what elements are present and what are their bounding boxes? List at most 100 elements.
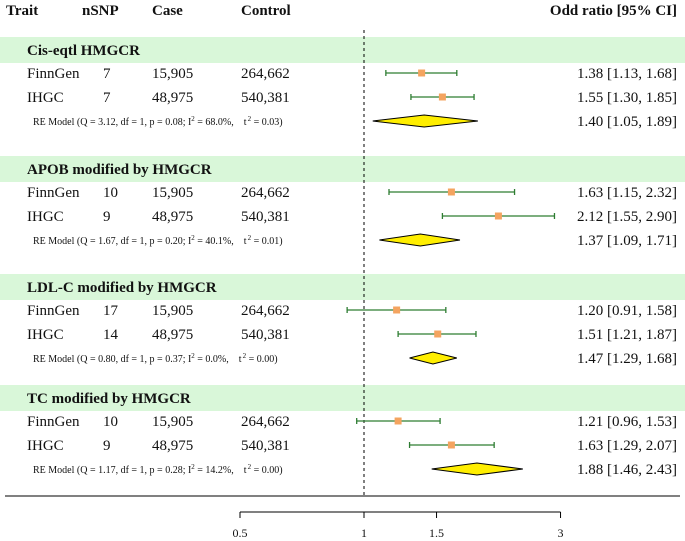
header-odd-ratio: Odd ratio [95% CI] bbox=[550, 3, 677, 19]
row-case: 15,905 bbox=[152, 303, 193, 319]
re-model-diamond bbox=[409, 351, 457, 365]
re-model-tau: = 0.00) bbox=[246, 354, 277, 365]
row-trait: FinnGen bbox=[27, 414, 80, 430]
row-case: 48,975 bbox=[152, 327, 193, 343]
forest-rows: Cis-eqtl HMGCR FinnGen 7 15,905 264,662 1.38 … bbox=[27, 43, 677, 478]
axis-tick-label: 1.5 bbox=[429, 526, 444, 540]
re-model-i2: = 68.0%, bbox=[195, 117, 234, 128]
row-trait: IHGC bbox=[27, 327, 64, 343]
point-estimate bbox=[494, 212, 502, 220]
group-title: LDL-C modified by HMGCR bbox=[27, 280, 217, 296]
re-model-tau: = 0.01) bbox=[251, 236, 282, 247]
row-control: 540,381 bbox=[241, 327, 290, 343]
re-model-sup: 2 bbox=[191, 115, 195, 123]
re-model-tau-symbol: t bbox=[244, 117, 247, 128]
row-nsnp: 9 bbox=[103, 209, 111, 225]
row-case: 48,975 bbox=[152, 90, 193, 106]
group-band bbox=[0, 156, 685, 182]
re-model-text: RE Model (Q = 3.12, df = 1, p = 0.08; I2… bbox=[33, 115, 283, 128]
row-trait: FinnGen bbox=[27, 185, 80, 201]
row-case: 48,975 bbox=[152, 209, 193, 225]
header-control: Control bbox=[241, 3, 291, 19]
row-case: 15,905 bbox=[152, 66, 193, 82]
re-model-or-label: 1.47 [1.29, 1.68] bbox=[577, 351, 677, 367]
row-control: 540,381 bbox=[241, 438, 290, 454]
point-estimate bbox=[447, 188, 455, 196]
point-estimate bbox=[393, 306, 401, 314]
group-band bbox=[0, 385, 685, 411]
re-model-sup: 2 bbox=[191, 234, 195, 242]
row-nsnp: 17 bbox=[103, 303, 119, 319]
column-headers: Trait nSNP Case Control Odd ratio [95% C… bbox=[6, 3, 677, 19]
axis-tick-label: 0.5 bbox=[233, 526, 248, 540]
re-model-diamond bbox=[379, 233, 461, 247]
re-model-tau-symbol: t bbox=[239, 354, 242, 365]
re-model-i2: = 0.0%, bbox=[195, 354, 229, 365]
row-case: 15,905 bbox=[152, 414, 193, 430]
point-estimate bbox=[438, 93, 446, 101]
row-trait: IHGC bbox=[27, 209, 64, 225]
group-title: TC modified by HMGCR bbox=[27, 391, 191, 407]
row-trait: FinnGen bbox=[27, 66, 80, 82]
row-control: 540,381 bbox=[241, 90, 290, 106]
re-model-i2: = 40.1%, bbox=[195, 236, 234, 247]
axis-tick-label: 1 bbox=[361, 526, 367, 540]
axis-tick-label: 3 bbox=[558, 526, 564, 540]
re-model-or-label: 1.37 [1.09, 1.71] bbox=[577, 233, 677, 249]
re-model-diamond bbox=[372, 114, 478, 128]
re-model-diamond bbox=[431, 462, 523, 476]
row-case: 15,905 bbox=[152, 185, 193, 201]
row-nsnp: 14 bbox=[103, 327, 119, 343]
row-or-label: 1.21 [0.96, 1.53] bbox=[577, 414, 677, 430]
re-model-tau: = 0.00) bbox=[251, 465, 282, 476]
header-case: Case bbox=[152, 3, 183, 19]
row-control: 264,662 bbox=[241, 303, 290, 319]
row-trait: FinnGen bbox=[27, 303, 80, 319]
row-control: 264,662 bbox=[241, 66, 290, 82]
row-nsnp: 9 bbox=[103, 438, 111, 454]
row-control: 264,662 bbox=[241, 414, 290, 430]
row-nsnp: 10 bbox=[103, 414, 118, 430]
row-nsnp: 7 bbox=[103, 90, 111, 106]
re-model-tau-sup: 2 bbox=[243, 352, 247, 360]
re-model-sup: 2 bbox=[191, 352, 195, 360]
header-trait: Trait bbox=[6, 3, 38, 19]
row-trait: IHGC bbox=[27, 90, 64, 106]
re-model-or-label: 1.40 [1.05, 1.89] bbox=[577, 114, 677, 130]
row-nsnp: 10 bbox=[103, 185, 118, 201]
row-or-label: 1.38 [1.13, 1.68] bbox=[577, 66, 677, 82]
re-model-tau-sup: 2 bbox=[248, 234, 252, 242]
header-nsnp: nSNP bbox=[82, 3, 119, 19]
row-control: 264,662 bbox=[241, 185, 290, 201]
re-model-prefix: RE Model (Q = 0.80, df = 1, p = 0.37; I bbox=[33, 354, 191, 365]
point-estimate bbox=[418, 69, 426, 77]
row-or-label: 2.12 [1.55, 2.90] bbox=[577, 209, 677, 225]
group-bands bbox=[0, 37, 685, 411]
re-model-tau-symbol: t bbox=[244, 465, 247, 476]
group-title: APOB modified by HMGCR bbox=[27, 162, 212, 178]
group-band bbox=[0, 37, 685, 63]
re-model-tau: = 0.03) bbox=[251, 117, 282, 128]
row-or-label: 1.55 [1.30, 1.85] bbox=[577, 90, 677, 106]
re-model-text: RE Model (Q = 0.80, df = 1, p = 0.37; I2… bbox=[33, 352, 278, 365]
point-estimate bbox=[434, 330, 442, 338]
re-model-text: RE Model (Q = 1.67, df = 1, p = 0.20; I2… bbox=[33, 234, 283, 247]
re-model-i2: = 14.2%, bbox=[195, 465, 234, 476]
re-model-tau-sup: 2 bbox=[248, 463, 252, 471]
re-model-prefix: RE Model (Q = 1.17, df = 1, p = 0.28; I bbox=[33, 465, 191, 476]
re-model-prefix: RE Model (Q = 1.67, df = 1, p = 0.20; I bbox=[33, 236, 191, 247]
row-or-label: 1.51 [1.21, 1.87] bbox=[577, 327, 677, 343]
re-model-tau-symbol: t bbox=[244, 236, 247, 247]
row-nsnp: 7 bbox=[103, 66, 111, 82]
re-model-or-label: 1.88 [1.46, 2.43] bbox=[577, 462, 677, 478]
row-or-label: 1.63 [1.29, 2.07] bbox=[577, 438, 677, 454]
row-case: 48,975 bbox=[152, 438, 193, 454]
point-estimate bbox=[394, 417, 402, 425]
group-band bbox=[0, 274, 685, 300]
x-axis: 0.5 1 1.5 3 bbox=[5, 495, 680, 540]
re-model-tau-sup: 2 bbox=[248, 115, 252, 123]
re-model-text: RE Model (Q = 1.17, df = 1, p = 0.28; I 2… bbox=[33, 463, 283, 476]
point-estimate bbox=[447, 441, 455, 449]
